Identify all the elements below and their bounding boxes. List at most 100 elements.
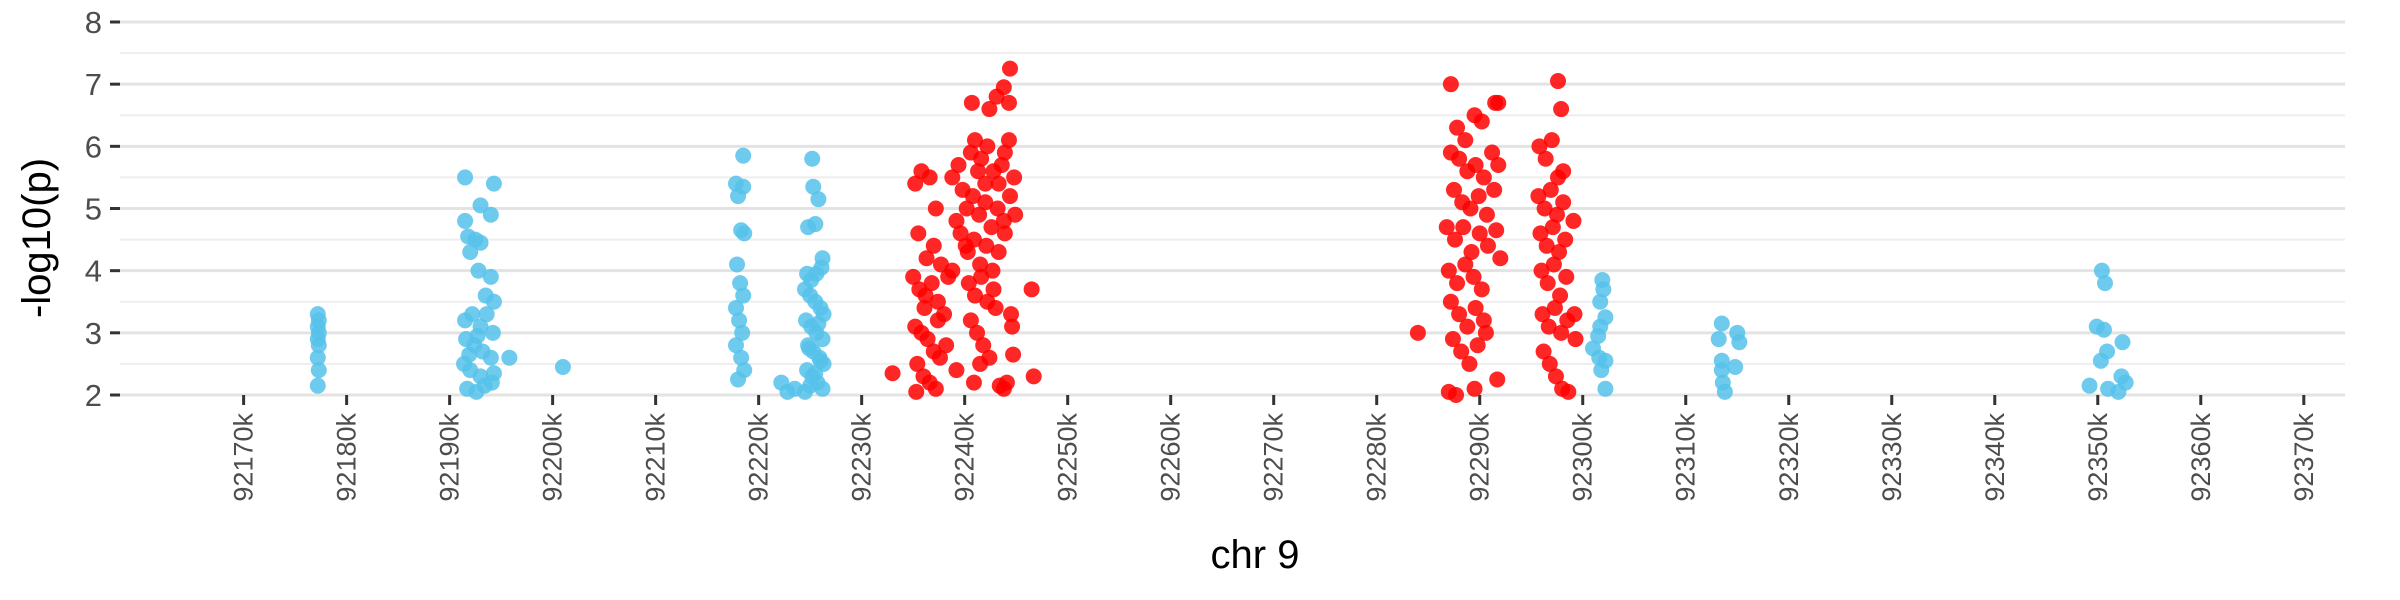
x-tick-label: 92250k bbox=[1053, 413, 1083, 502]
snp-point bbox=[802, 377, 819, 394]
snp-point bbox=[1000, 94, 1017, 111]
x-tick-label: 92310k bbox=[1671, 413, 1701, 502]
snp-point bbox=[970, 163, 987, 180]
snp-point bbox=[987, 299, 1004, 316]
x-tick-label: 92210k bbox=[641, 413, 671, 502]
snp-point bbox=[1490, 94, 1507, 111]
snp-point bbox=[1713, 362, 1730, 379]
snp-point bbox=[1003, 306, 1020, 323]
snp-point bbox=[309, 377, 326, 394]
snp-point bbox=[1548, 206, 1565, 223]
snp-point bbox=[962, 312, 979, 329]
snp-point bbox=[1459, 318, 1476, 335]
snp-point bbox=[1023, 281, 1040, 298]
snp-point bbox=[1479, 237, 1496, 254]
snp-point bbox=[461, 346, 478, 363]
snp-point bbox=[729, 256, 746, 273]
snp-point bbox=[907, 175, 924, 192]
snp-point bbox=[813, 259, 830, 276]
snp-point bbox=[310, 362, 327, 379]
snp-point bbox=[909, 355, 926, 372]
snp-point bbox=[1595, 281, 1612, 298]
snp-point bbox=[1552, 287, 1569, 304]
snp-point bbox=[814, 380, 831, 397]
snp-point bbox=[501, 349, 518, 366]
snp-point bbox=[977, 194, 994, 211]
x-tick-label: 92180k bbox=[332, 413, 362, 502]
snp-point bbox=[1449, 119, 1466, 136]
snp-point bbox=[1409, 324, 1426, 341]
snp-point bbox=[1004, 318, 1021, 335]
data-points bbox=[309, 60, 2134, 403]
snp-point bbox=[1442, 293, 1459, 310]
snp-point bbox=[927, 380, 944, 397]
snp-point bbox=[1438, 219, 1455, 236]
x-tick-label: 92360k bbox=[2186, 413, 2216, 502]
snp-point bbox=[1593, 362, 1610, 379]
snp-point bbox=[1445, 181, 1462, 198]
snp-point bbox=[1727, 359, 1744, 376]
x-tick-label: 92330k bbox=[1877, 413, 1907, 502]
snp-point bbox=[1449, 275, 1466, 292]
snp-point bbox=[1475, 169, 1492, 186]
snp-point bbox=[1006, 169, 1023, 186]
snp-point bbox=[978, 237, 995, 254]
snp-point bbox=[731, 312, 748, 329]
x-tick-label: 92240k bbox=[950, 413, 980, 502]
snp-point bbox=[736, 225, 753, 242]
snp-point bbox=[1447, 231, 1463, 248]
snp-point bbox=[730, 188, 747, 205]
snp-point bbox=[1470, 188, 1487, 205]
x-tick-label: 92200k bbox=[538, 413, 568, 502]
snp-point bbox=[1469, 337, 1486, 354]
x-tick-label: 92300k bbox=[1568, 413, 1598, 502]
y-tick-label: 7 bbox=[85, 67, 102, 102]
x-tick-label: 92340k bbox=[1980, 413, 2010, 502]
snp-point bbox=[476, 377, 493, 394]
snp-point bbox=[807, 216, 824, 233]
snp-point bbox=[730, 371, 747, 388]
snp-point bbox=[1544, 219, 1561, 236]
snp-point bbox=[950, 156, 967, 173]
x-tick-label: 92370k bbox=[2289, 413, 2319, 502]
snp-point bbox=[1555, 163, 1572, 180]
snp-point bbox=[966, 287, 983, 304]
snp-point bbox=[948, 362, 965, 379]
snp-point bbox=[1553, 324, 1570, 341]
snp-point bbox=[929, 312, 946, 329]
snp-point bbox=[1005, 346, 1022, 363]
snp-point bbox=[1710, 331, 1727, 348]
snp-point bbox=[905, 268, 922, 285]
snp-point bbox=[964, 188, 981, 205]
y-tick-label: 3 bbox=[85, 316, 102, 351]
snp-point bbox=[2096, 275, 2113, 292]
snp-point bbox=[1597, 380, 1614, 397]
snp-point bbox=[1535, 343, 1552, 360]
snp-point bbox=[963, 94, 980, 111]
snp-point bbox=[973, 268, 990, 285]
snp-point bbox=[2099, 343, 2116, 360]
snp-point bbox=[959, 244, 976, 261]
snp-point bbox=[1558, 268, 1575, 285]
snp-point bbox=[485, 175, 502, 192]
snp-point bbox=[996, 144, 1013, 161]
snp-point bbox=[931, 349, 948, 366]
snp-point bbox=[1590, 327, 1607, 344]
snp-point bbox=[1565, 212, 1582, 229]
snp-point bbox=[1545, 256, 1562, 273]
y-axis: 2 3 4 5 6 7 8 bbox=[85, 5, 120, 413]
snp-point bbox=[1451, 150, 1468, 167]
snp-point bbox=[1025, 368, 1042, 385]
snp-point bbox=[1457, 256, 1474, 273]
snp-point bbox=[1716, 383, 1733, 400]
snp-point bbox=[310, 337, 327, 354]
snp-point bbox=[916, 299, 933, 316]
snp-point bbox=[1713, 315, 1730, 332]
snp-point bbox=[1448, 387, 1465, 403]
x-tick-label: 92350k bbox=[2083, 413, 2113, 502]
snp-point bbox=[1475, 312, 1492, 329]
x-tick-label: 92270k bbox=[1259, 413, 1289, 502]
snp-point bbox=[478, 306, 495, 323]
snp-point bbox=[1489, 371, 1506, 388]
